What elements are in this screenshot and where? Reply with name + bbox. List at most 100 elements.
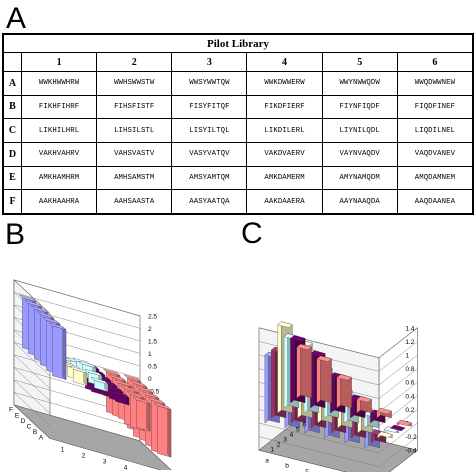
bar-top	[129, 380, 148, 388]
bar-front	[271, 346, 276, 419]
bar-top	[111, 390, 130, 398]
bar-top	[316, 355, 332, 362]
y-tick-label: C	[27, 424, 32, 431]
y-tick-label: a	[265, 458, 269, 465]
bar-front	[316, 355, 321, 404]
table-row: A WWKHWWHRW WWHSWWSTW WWSYWWTQW WWKDWWERW WWY…	[3, 71, 474, 96]
sequence-cell: VAHSVASTV	[96, 141, 173, 167]
bar-top	[135, 385, 154, 394]
z-tick-label: 1	[148, 351, 152, 358]
bar-top	[390, 424, 406, 432]
bar-top	[396, 419, 412, 427]
bar-front	[290, 335, 295, 404]
bar-top	[132, 396, 151, 404]
panel-label-b: B	[5, 218, 26, 251]
sequence-cell: VAKHVAHRV	[20, 141, 98, 167]
sequence-cell: AMKHAMHRM	[20, 165, 98, 191]
chart-b: 2.521.510.50-0.5-1-1.5-2-2.5123456ABCDEF	[9, 279, 172, 471]
bar-top	[147, 396, 166, 405]
table-row: B FIKHFIHRF FIHSFISTF FISYFITQF FIKDFIERF FIY…	[3, 94, 474, 120]
bar-top	[126, 390, 145, 399]
z-tick-label: -0.4	[405, 448, 417, 455]
bar-top	[356, 396, 372, 403]
sequence-cell: FISYFITQF	[171, 94, 248, 120]
column-header-1: 1	[20, 52, 98, 72]
z-tick-label: 1.2	[405, 339, 414, 346]
sequence-cell: WWSYWWTQW	[171, 71, 248, 96]
bar-side	[300, 343, 312, 399]
bar-front	[336, 374, 341, 409]
sequence-cell: AAQDAANEA	[396, 189, 474, 214]
x-tick-label: 4	[124, 465, 128, 471]
bar-top	[290, 335, 306, 342]
y-tick-label: D	[21, 418, 26, 425]
bar-top	[377, 431, 393, 438]
panel-label-c: C	[241, 217, 263, 250]
gridline	[13, 342, 141, 379]
y-tick-label: A	[39, 435, 44, 442]
sequence-cell: LIKHILHRL	[20, 118, 98, 143]
sequence-cell: VASYVATQV	[171, 141, 248, 167]
bar-top	[336, 374, 352, 381]
sequence-cell: LIYNILQDL	[321, 118, 398, 143]
gridline	[13, 392, 141, 429]
sequence-cell: AMQDAMNEM	[396, 165, 474, 191]
sequence-cell: WWKDWWERW	[246, 71, 323, 96]
sequence-cell: LIHSILSTL	[96, 118, 173, 143]
bar-top	[153, 402, 172, 410]
sequence-cell: AAHSAASTA	[96, 189, 173, 214]
x-tick-label: 6	[302, 422, 306, 429]
y-tick-label: E	[15, 412, 20, 419]
bar-top	[36, 311, 55, 319]
sequence-cell: AAKHAAHRA	[20, 189, 98, 214]
gridline	[13, 279, 141, 317]
bar-top	[114, 379, 133, 388]
bar-side	[62, 326, 67, 381]
row-label: C	[3, 118, 22, 143]
table-row: D VAKHVAHRV VAHSVASTV VASYVATQV VAKDVAERV VAY…	[3, 141, 474, 167]
bar-top	[123, 374, 142, 382]
column-header-5: 5	[321, 52, 398, 72]
z-tick-label: -0.2	[405, 434, 417, 441]
bar-top	[376, 408, 392, 415]
sequence-cell: VAQDVANEV	[396, 141, 474, 167]
bar-top	[18, 294, 37, 302]
sequence-cell: LISYILTQL	[171, 118, 248, 143]
z-tick-label: 0.8	[405, 366, 414, 373]
sequence-cell: WWYNWWQDW	[321, 71, 398, 96]
sequence-cell: LIKDILERL	[246, 118, 323, 143]
x-tick-label: 1	[61, 447, 65, 454]
y-tick-label: c	[305, 468, 309, 472]
z-tick-label: 1	[405, 353, 409, 360]
row-label: A	[3, 71, 22, 96]
bar-top	[48, 322, 67, 330]
table-title: Pilot Library	[3, 34, 473, 53]
row-label: D	[3, 141, 22, 167]
sequence-cell: FIKHFIHRF	[20, 94, 98, 120]
gridline	[13, 379, 141, 417]
sequence-cell: FIHSFISTF	[96, 94, 173, 120]
z-tick-label: 0.4	[405, 393, 414, 400]
bar-front	[283, 333, 288, 409]
table-row: C LIKHILHRL LIHSILSTL LISYILTQL LIKDILERL LIY…	[3, 118, 474, 143]
bar-front	[264, 351, 269, 424]
z-tick-label: 1.5	[148, 338, 157, 345]
bar-top	[277, 321, 293, 328]
bar-top	[108, 374, 127, 382]
bar-side	[167, 406, 172, 458]
panel-label-a: A	[6, 2, 27, 35]
sequence-cell: FIQDFINEF	[396, 94, 474, 120]
z-tick-label: 0.5	[148, 363, 157, 370]
column-header-2: 2	[96, 52, 173, 72]
z-tick-label: -0.5	[148, 388, 160, 395]
z-tick-label: 1.4	[405, 325, 414, 332]
bar-top	[120, 385, 139, 393]
sequence-cell: FIKDFIERF	[246, 94, 323, 120]
gridline	[258, 436, 418, 467]
x-tick-label: 4	[290, 432, 294, 439]
sequence-cell: WWQDWWNEW	[396, 71, 474, 96]
gridline	[13, 404, 141, 442]
bar-side	[146, 400, 151, 432]
